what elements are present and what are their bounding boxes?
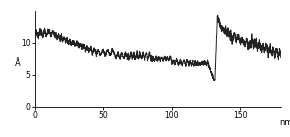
Y-axis label: Å: Å <box>15 59 21 68</box>
X-axis label: nm: nm <box>280 118 290 127</box>
